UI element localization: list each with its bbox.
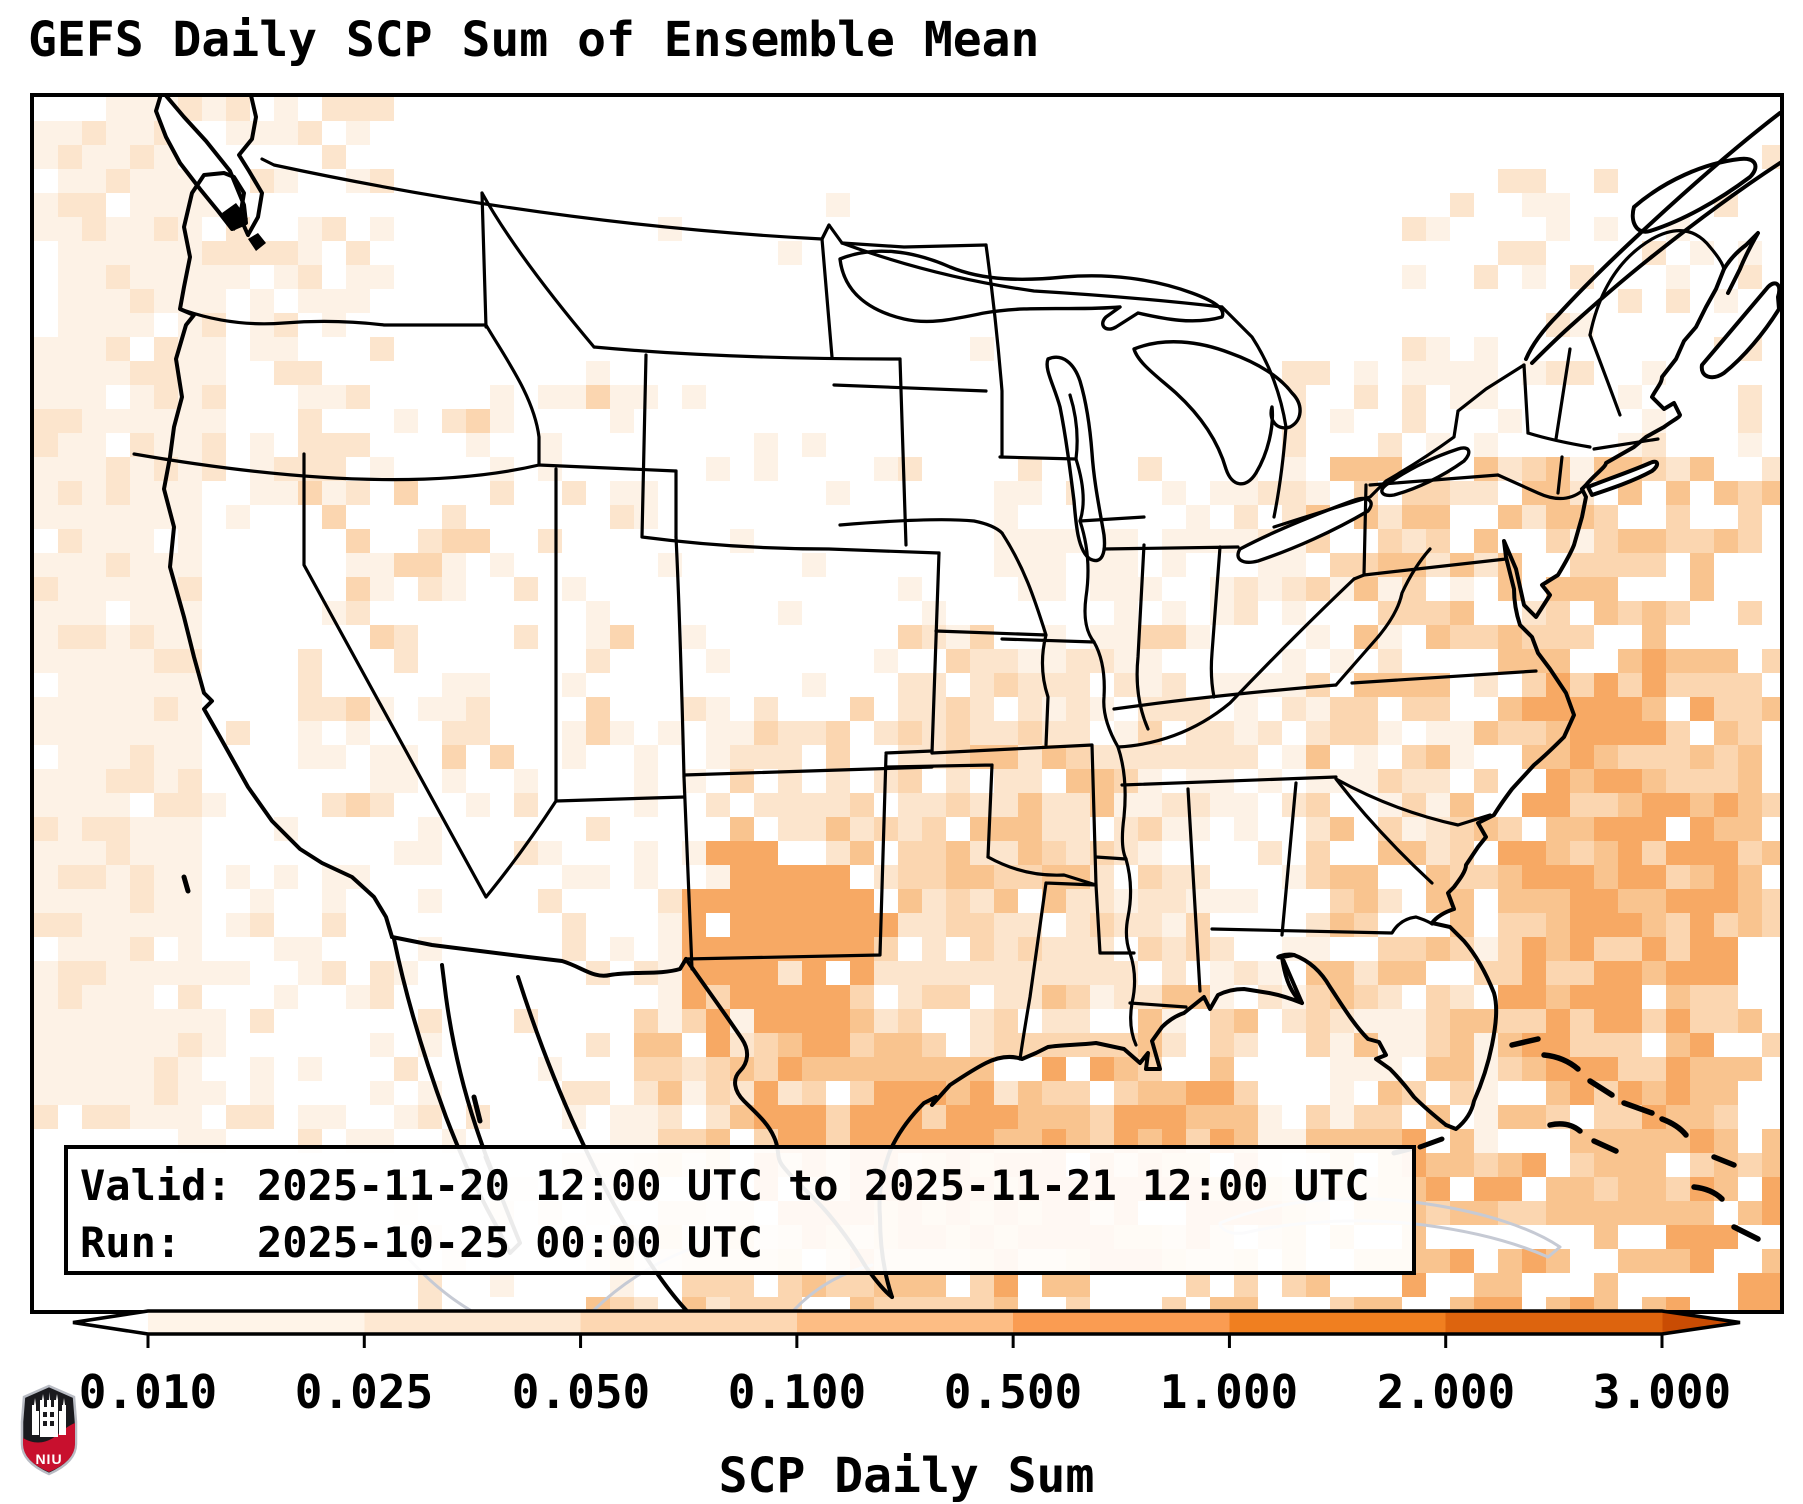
border-montreal-maine — [1522, 229, 1726, 435]
san-juan-islands — [222, 203, 266, 251]
map-svg — [34, 97, 1780, 1310]
vancouver-island — [154, 97, 248, 231]
tick-label: 1.000 — [1160, 1365, 1298, 1419]
colorbar-axis-label: SCP Daily Sum — [718, 1448, 1095, 1504]
st-lawrence-south-shore — [1530, 161, 1780, 365]
florida-panhandle-coast — [1276, 952, 1304, 1005]
wi-il-borders — [1078, 515, 1150, 731]
colorbar-segments — [73, 1311, 1740, 1334]
tick-label: 0.100 — [728, 1365, 866, 1419]
colorbar: 0.010 0.025 0.050 0.100 0.500 1.000 2.00… — [72, 1309, 1741, 1419]
new-england-borders — [1526, 333, 1660, 495]
pa-ny-borders — [1362, 473, 1584, 577]
deep-south-borders — [1128, 781, 1434, 1009]
ohio-river — [1116, 577, 1356, 749]
page-title: GEFS Daily SCP Sum of Ensemble Mean — [28, 12, 1040, 68]
canada-border-west — [260, 157, 824, 241]
nv-ut-border — [554, 467, 686, 803]
wyoming-borders — [640, 353, 941, 555]
or-id-snake — [484, 323, 541, 467]
tick-label: 3.000 — [1593, 1365, 1731, 1419]
ca-nv-border — [302, 452, 558, 899]
carolinas-georgia-borders — [1334, 669, 1538, 885]
lake-erie — [1236, 496, 1373, 564]
logo-red-band — [23, 1423, 75, 1472]
us-mexico-border — [390, 935, 688, 978]
tick-label: 2.000 — [1377, 1365, 1515, 1419]
wa-or-border — [184, 309, 488, 327]
long-island — [1586, 459, 1659, 497]
tick-label: 0.010 — [79, 1365, 217, 1419]
tick-label: 0.050 — [512, 1365, 650, 1419]
run-time-text: Run: 2025-10-25 00:00 UTC — [80, 1218, 763, 1267]
nm-tx-borders — [684, 749, 994, 961]
state-borders — [132, 157, 1726, 1061]
pacific-coast — [162, 97, 394, 939]
forecast-map: Valid: 2025-11-20 12:00 UTC to 2025-11-2… — [30, 93, 1784, 1314]
ky-tn-borders — [1112, 635, 1380, 787]
az-nm-border — [682, 775, 694, 971]
valid-run-info-box: Valid: 2025-11-20 12:00 UTC to 2025-11-2… — [64, 1145, 1416, 1275]
niu-logo: NIU — [20, 1384, 78, 1476]
dakotas-borders — [832, 243, 1004, 535]
mn-ia-mo-borders — [820, 223, 1096, 747]
colorbar-tick-marks — [146, 1334, 1664, 1348]
tick-label: 0.500 — [944, 1365, 1082, 1419]
valid-time-text: Valid: 2025-11-20 12:00 UTC to 2025-11-2… — [80, 1161, 1370, 1210]
virginia-wv-borders — [1352, 547, 1432, 639]
st-lawrence-north-shore — [1524, 111, 1780, 361]
atlantic-coast — [1430, 487, 1588, 925]
colorbar-tick-labels: 0.010 0.025 0.050 0.100 0.500 1.000 2.00… — [79, 1365, 1731, 1419]
florida-tip-and-east-coast — [1430, 921, 1499, 1131]
nova-scotia — [1699, 281, 1780, 380]
ok-borders — [930, 743, 1098, 887]
lake-huron — [1132, 340, 1302, 486]
gulf-coast — [877, 953, 1448, 1299]
new-england-coast — [1580, 267, 1726, 491]
tx-ar-la-borders — [1018, 855, 1136, 1061]
mi-in-oh-borders — [1102, 545, 1240, 699]
montana-borders — [480, 191, 902, 361]
tick-label: 0.025 — [295, 1365, 433, 1419]
lat42-line — [132, 452, 678, 482]
bahamas — [1509, 1036, 1761, 1242]
maine-newbrunswick-coast — [1722, 231, 1760, 295]
castle-windows — [43, 1412, 54, 1426]
logo-text: NIU — [35, 1451, 62, 1467]
